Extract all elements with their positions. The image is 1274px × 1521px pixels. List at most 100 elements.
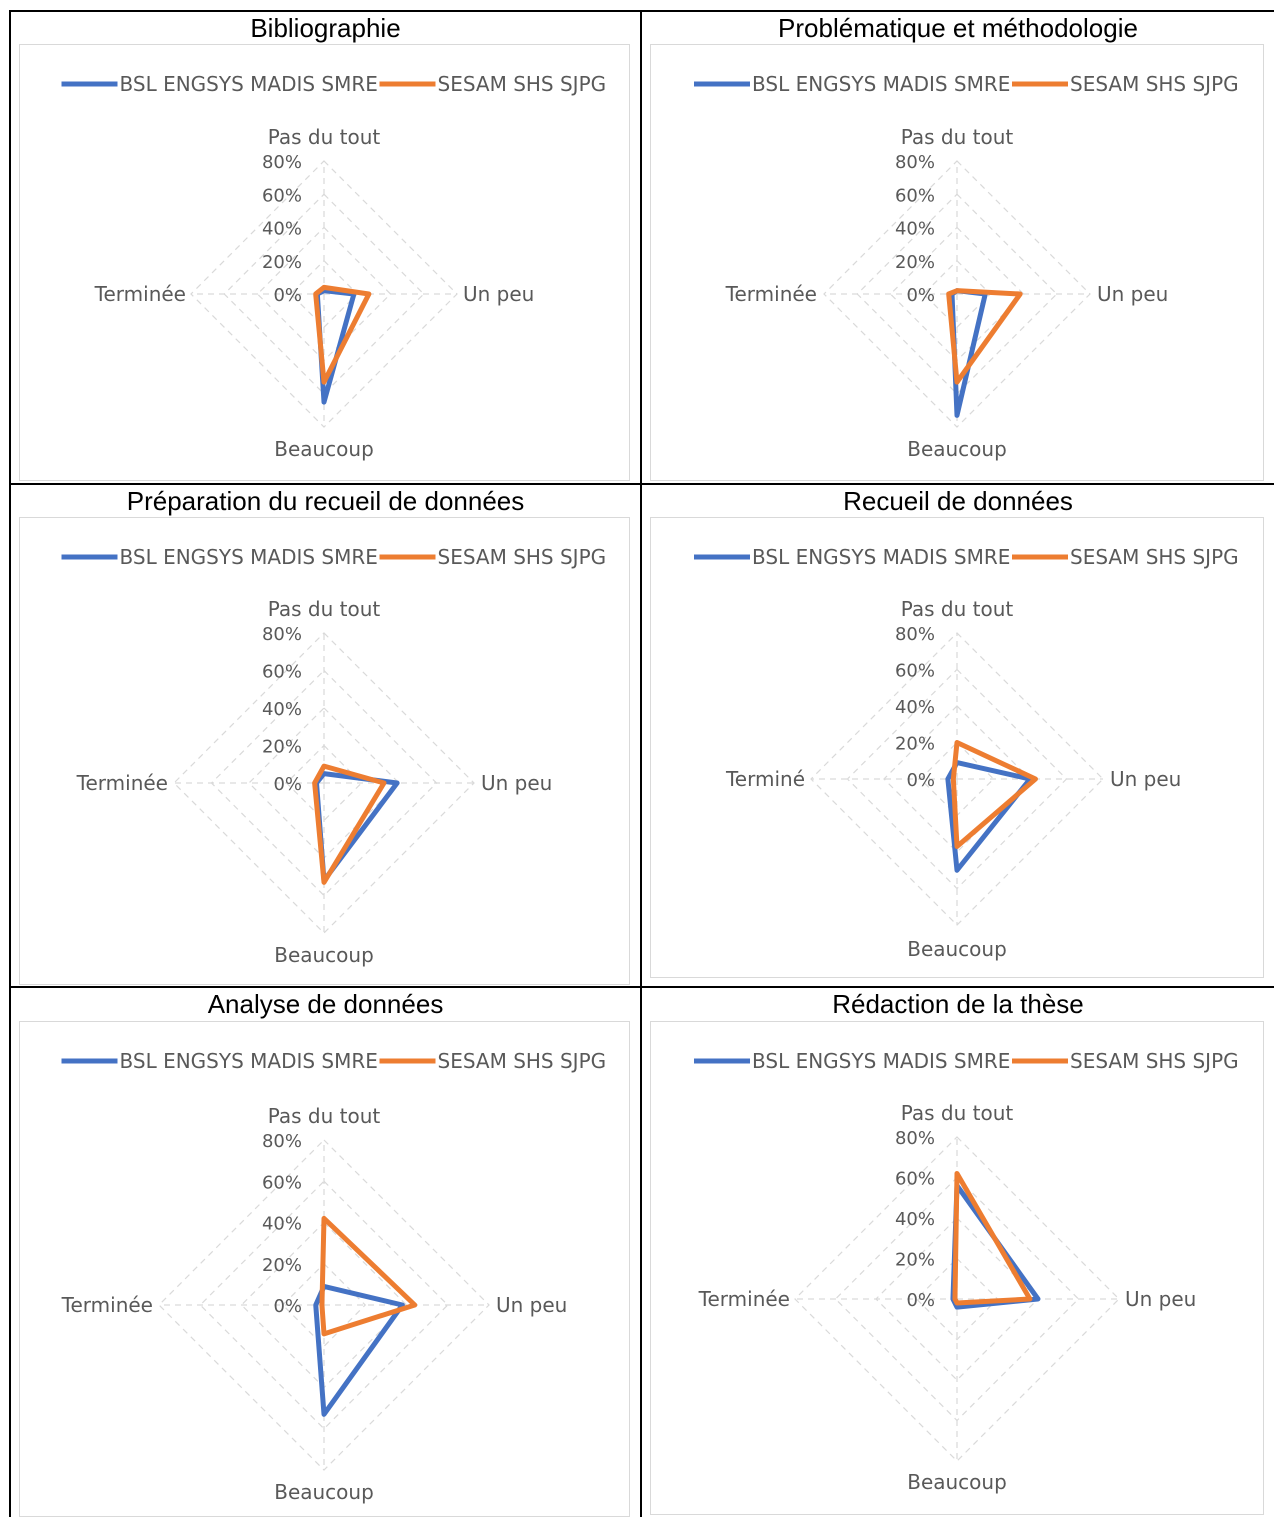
radar-chart-bibliographie: BSL ENGSYS MADIS SMRE SESAM SHS SJPG 0% 20%… xyxy=(19,44,630,481)
tick-label: 40% xyxy=(262,219,302,240)
axis-label-left: Terminée xyxy=(94,282,186,306)
axis-label-right: Un peu xyxy=(496,1293,567,1317)
grid-ring xyxy=(846,668,1068,890)
axis-label-bottom: Beaucoup xyxy=(907,437,1007,461)
legend-item: SESAM SHS SJPG xyxy=(1012,545,1239,569)
radar-svg: BSL ENGSYS MADIS SMRE SESAM SHS SJPG 0% 20%… xyxy=(694,545,1239,961)
table-border-left xyxy=(9,10,11,1517)
chart-title-problematique: Problématique et méthodologie xyxy=(778,13,1138,43)
legend-item: SESAM SHS SJPG xyxy=(379,72,607,96)
legend-item: BSL ENGSYS MADIS SMRE xyxy=(61,72,378,96)
tick-label: 60% xyxy=(895,185,935,206)
tick-label: 40% xyxy=(895,219,935,240)
tick-label: 20% xyxy=(895,1250,935,1271)
chart-title-redaction: Rédaction de la thèse xyxy=(832,989,1084,1019)
grid-ring xyxy=(289,259,359,329)
legend: BSL ENGSYS MADIS SMRE SESAM SHS SJPG xyxy=(61,545,607,569)
series-2-polygon xyxy=(952,1170,1033,1306)
legend-label: SESAM SHS SJPG xyxy=(1070,1049,1239,1073)
legend-item: BSL ENGSYS MADIS SMRE xyxy=(61,1049,378,1073)
tick-label: 80% xyxy=(895,152,935,173)
legend-item: BSL ENGSYS MADIS SMRE xyxy=(61,545,378,569)
axis-label-top: Pas du tout xyxy=(268,1104,381,1128)
legend-item: SESAM SHS SJPG xyxy=(1012,72,1239,96)
legend-label: SESAM SHS SJPG xyxy=(438,72,607,96)
radar-chart-redaction: BSL ENGSYS MADIS SMRE SESAM SHS SJPG 0% 20%… xyxy=(650,1021,1264,1515)
axis-label-bottom: Beaucoup xyxy=(274,943,374,967)
tick-label: 40% xyxy=(895,697,935,718)
chart-title-bibliographie: Bibliographie xyxy=(250,13,401,43)
radar-chart-recueil: BSL ENGSYS MADIS SMRE SESAM SHS SJPG 0% 20%… xyxy=(650,517,1264,978)
table-border-middle xyxy=(640,10,642,1517)
legend-label: SESAM SHS SJPG xyxy=(438,1049,607,1073)
grid-ring xyxy=(915,1257,999,1341)
radar-chart-analyse: BSL ENGSYS MADIS SMRE SESAM SHS SJPG 0% 20%… xyxy=(19,1021,630,1517)
grid-ring xyxy=(210,669,438,897)
radar-svg: BSL ENGSYS MADIS SMRE SESAM SHS SJPG 0% 20%… xyxy=(694,72,1239,461)
axis-label-right: Un peu xyxy=(481,771,552,795)
series-1-polygon xyxy=(945,760,1033,873)
tick-label: 0% xyxy=(906,285,935,306)
legend-label: BSL ENGSYS MADIS SMRE xyxy=(120,1049,378,1073)
tick-label: 60% xyxy=(262,662,302,683)
tick-label: 40% xyxy=(262,699,302,720)
tick-label: 20% xyxy=(262,1255,302,1276)
tick-label: 20% xyxy=(262,252,302,273)
tick-label: 60% xyxy=(262,185,302,206)
tick-label: 60% xyxy=(262,1172,302,1193)
legend: BSL ENGSYS MADIS SMRE SESAM SHS SJPG xyxy=(694,72,1239,96)
series-2-polygon xyxy=(313,284,372,385)
tick-label: 20% xyxy=(895,734,935,755)
legend-label: SESAM SHS SJPG xyxy=(438,545,607,569)
radar-chart-problematique: BSL ENGSYS MADIS SMRE SESAM SHS SJPG 0% 20%… xyxy=(650,44,1264,481)
legend-label: BSL ENGSYS MADIS SMRE xyxy=(120,72,378,96)
axis-label-right: Un peu xyxy=(1097,282,1168,306)
tick-label: 0% xyxy=(906,1290,935,1311)
series-1-polygon xyxy=(313,1283,405,1417)
axis-label-right: Un peu xyxy=(463,282,534,306)
axis-label-top: Pas du tout xyxy=(901,1101,1014,1125)
axis-label-top: Pas du tout xyxy=(268,597,381,621)
tick-label: 80% xyxy=(262,624,302,645)
radar-svg: BSL ENGSYS MADIS SMRE SESAM SHS SJPG 0% 20%… xyxy=(694,1049,1239,1494)
tick-label: 80% xyxy=(262,152,302,173)
grid-ring xyxy=(285,744,363,822)
grid-ring xyxy=(883,705,1031,853)
series-2-polygon xyxy=(950,740,1038,850)
tick-label: 80% xyxy=(262,1131,302,1152)
grid-ring xyxy=(199,1180,449,1430)
axis-label-top: Pas du tout xyxy=(268,125,381,149)
legend-item: SESAM SHS SJPG xyxy=(379,545,607,569)
radar-chart-preparation: BSL ENGSYS MADIS SMRE SESAM SHS SJPG 0% 20%… xyxy=(19,517,630,985)
grid-ring xyxy=(794,1136,1120,1462)
series-2-polygon xyxy=(319,1215,418,1337)
grid-ring xyxy=(158,1139,490,1471)
legend-label: BSL ENGSYS MADIS SMRE xyxy=(752,545,1010,569)
axis-label-right: Un peu xyxy=(1110,767,1181,791)
axis-label-left: Terminée xyxy=(698,1287,790,1311)
legend-label: BSL ENGSYS MADIS SMRE xyxy=(120,545,378,569)
tick-label: 80% xyxy=(895,1128,935,1149)
legend-item: BSL ENGSYS MADIS SMRE xyxy=(694,1049,1010,1073)
tick-label: 60% xyxy=(895,661,935,682)
legend-label: BSL ENGSYS MADIS SMRE xyxy=(752,72,1010,96)
chart-title-recueil: Recueil de données xyxy=(843,486,1073,516)
series-2-polygon xyxy=(312,763,387,885)
axis-label-bottom: Beaucoup xyxy=(274,1480,374,1504)
axis-label-left: Terminée xyxy=(61,1293,153,1317)
legend: BSL ENGSYS MADIS SMRE SESAM SHS SJPG xyxy=(61,1049,607,1073)
axis-label-bottom: Beaucoup xyxy=(274,437,374,461)
axis-label-left: Terminée xyxy=(725,282,817,306)
grid-ring xyxy=(922,259,992,329)
tick-label: 0% xyxy=(273,774,302,795)
legend-item: SESAM SHS SJPG xyxy=(1012,1049,1239,1073)
legend-label: BSL ENGSYS MADIS SMRE xyxy=(752,1049,1010,1073)
chart-title-analyse: Analyse de données xyxy=(207,989,444,1019)
legend-label: SESAM SHS SJPG xyxy=(1070,72,1239,96)
axis-label-left: Terminé xyxy=(725,767,805,791)
tick-label: 0% xyxy=(273,285,302,306)
tick-label: 0% xyxy=(906,770,935,791)
legend-label: SESAM SHS SJPG xyxy=(1070,545,1239,569)
axis-label-left: Terminée xyxy=(76,771,168,795)
legend: BSL ENGSYS MADIS SMRE SESAM SHS SJPG xyxy=(61,72,607,96)
